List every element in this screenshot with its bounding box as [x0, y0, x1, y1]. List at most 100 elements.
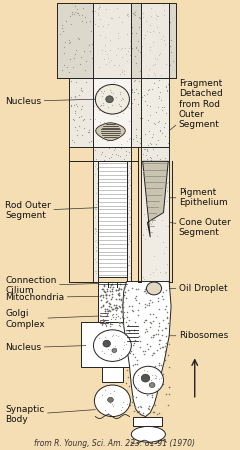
Point: [118, 319, 122, 326]
Point: [118, 131, 121, 139]
Point: [106, 346, 110, 353]
Point: [67, 39, 71, 46]
Point: [101, 316, 104, 323]
Point: [84, 67, 87, 74]
Point: [158, 336, 162, 343]
Text: from R. Young, Sci. Am. 223: 81-91 (1970): from R. Young, Sci. Am. 223: 81-91 (1970…: [34, 439, 195, 448]
Point: [93, 86, 96, 94]
Point: [161, 8, 165, 15]
Point: [99, 151, 103, 158]
Point: [119, 120, 122, 127]
Point: [161, 2, 164, 9]
Point: [101, 43, 105, 50]
Point: [153, 79, 156, 86]
Point: [161, 343, 165, 351]
Point: [91, 103, 95, 110]
Point: [92, 135, 96, 143]
Point: [128, 162, 132, 170]
Point: [165, 87, 168, 94]
Point: [99, 292, 102, 300]
Point: [142, 410, 145, 417]
Point: [121, 299, 125, 306]
Point: [126, 374, 130, 381]
Point: [148, 289, 152, 297]
Point: [120, 300, 124, 307]
Point: [80, 102, 84, 109]
Point: [74, 78, 78, 85]
Point: [128, 42, 132, 49]
Point: [68, 13, 72, 20]
Point: [106, 54, 110, 61]
Point: [164, 83, 168, 90]
Point: [143, 347, 147, 355]
Point: [117, 39, 121, 46]
Point: [160, 129, 164, 136]
Point: [160, 97, 163, 104]
Point: [108, 77, 112, 84]
Text: Connection
Cilium: Connection Cilium: [6, 276, 98, 295]
Point: [121, 57, 125, 64]
Point: [124, 319, 128, 326]
Point: [158, 89, 162, 96]
Point: [162, 7, 166, 14]
Point: [121, 96, 125, 103]
Point: [144, 83, 148, 90]
Point: [105, 311, 109, 319]
Point: [121, 62, 125, 69]
Point: [95, 124, 99, 131]
Point: [150, 19, 154, 26]
Point: [125, 11, 129, 18]
Point: [109, 14, 113, 21]
Point: [152, 134, 156, 141]
Point: [159, 374, 162, 381]
Point: [127, 200, 131, 207]
Point: [99, 105, 103, 112]
Point: [157, 51, 161, 59]
Point: [111, 402, 115, 409]
Point: [134, 45, 138, 52]
Point: [110, 306, 114, 313]
Point: [159, 204, 162, 211]
Point: [93, 229, 97, 236]
Point: [97, 86, 101, 93]
Point: [121, 44, 125, 51]
Point: [115, 86, 119, 94]
Point: [161, 316, 165, 323]
Point: [104, 83, 108, 90]
Point: [104, 291, 108, 298]
Point: [142, 319, 146, 326]
Point: [144, 130, 147, 138]
Bar: [93, 77, 131, 147]
Point: [143, 372, 147, 379]
Point: [103, 309, 107, 316]
Point: [114, 302, 118, 309]
Point: [116, 92, 120, 99]
Point: [121, 322, 125, 329]
Ellipse shape: [94, 385, 130, 417]
Point: [111, 313, 115, 320]
Point: [133, 9, 137, 16]
Point: [128, 350, 132, 357]
Point: [156, 138, 159, 145]
Point: [123, 285, 126, 292]
Point: [144, 133, 148, 140]
Point: [152, 408, 156, 415]
Point: [120, 404, 124, 411]
Point: [150, 134, 154, 141]
Point: [163, 347, 167, 355]
Point: [136, 286, 140, 293]
Point: [58, 31, 62, 38]
Point: [145, 39, 149, 46]
Ellipse shape: [108, 397, 113, 402]
Point: [106, 307, 110, 315]
Point: [139, 109, 143, 116]
Point: [167, 8, 170, 15]
Point: [118, 105, 122, 112]
Point: [116, 151, 120, 158]
Point: [93, 224, 97, 231]
Point: [113, 144, 117, 151]
Point: [73, 108, 77, 115]
Point: [141, 151, 145, 158]
Point: [113, 106, 116, 113]
Text: Fragment
Detached
from Rod
Outer
Segment: Fragment Detached from Rod Outer Segment: [169, 79, 222, 131]
